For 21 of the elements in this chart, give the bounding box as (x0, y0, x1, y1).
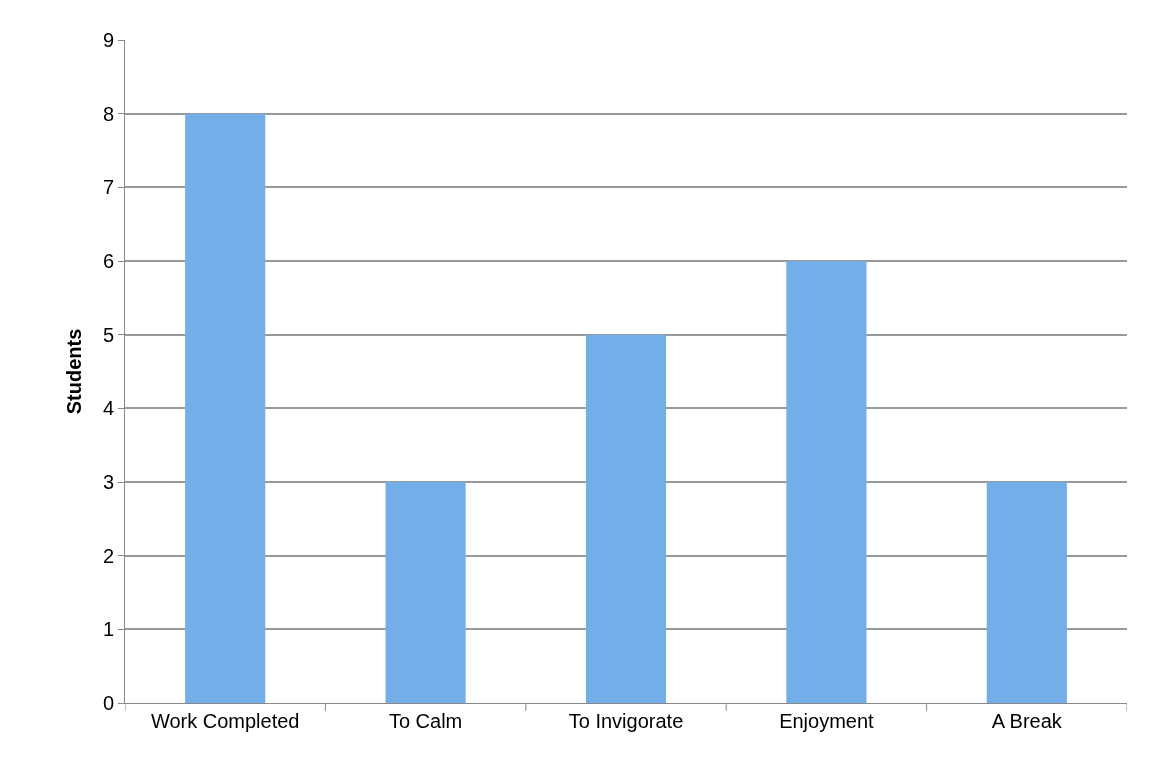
x-tick-label: To Invigorate (568, 710, 684, 732)
y-tick-label: 3 (102, 471, 114, 493)
bar (385, 482, 466, 703)
y-tick-label: 1 (102, 618, 114, 641)
x-tick-label: To Calm (388, 710, 463, 732)
bar (786, 261, 867, 703)
bar (585, 334, 667, 703)
x-tick-label: Enjoyment (779, 710, 875, 732)
y-tick-label: 2 (102, 544, 114, 567)
x-tick-label: Work Completed (150, 710, 300, 732)
y-tick-label: 4 (102, 397, 114, 420)
y-tick-label: 7 (102, 176, 114, 199)
bar (185, 113, 266, 703)
y-tick-label: 6 (102, 250, 114, 272)
x-tick-label: A Break (991, 710, 1063, 732)
y-tick-label: 8 (102, 102, 114, 125)
y-axis-title: Students (63, 328, 86, 415)
bar (986, 482, 1067, 703)
y-tick-label: 9 (102, 29, 114, 51)
y-tick-label: 5 (102, 323, 114, 346)
y-tick-label: 0 (102, 692, 114, 714)
